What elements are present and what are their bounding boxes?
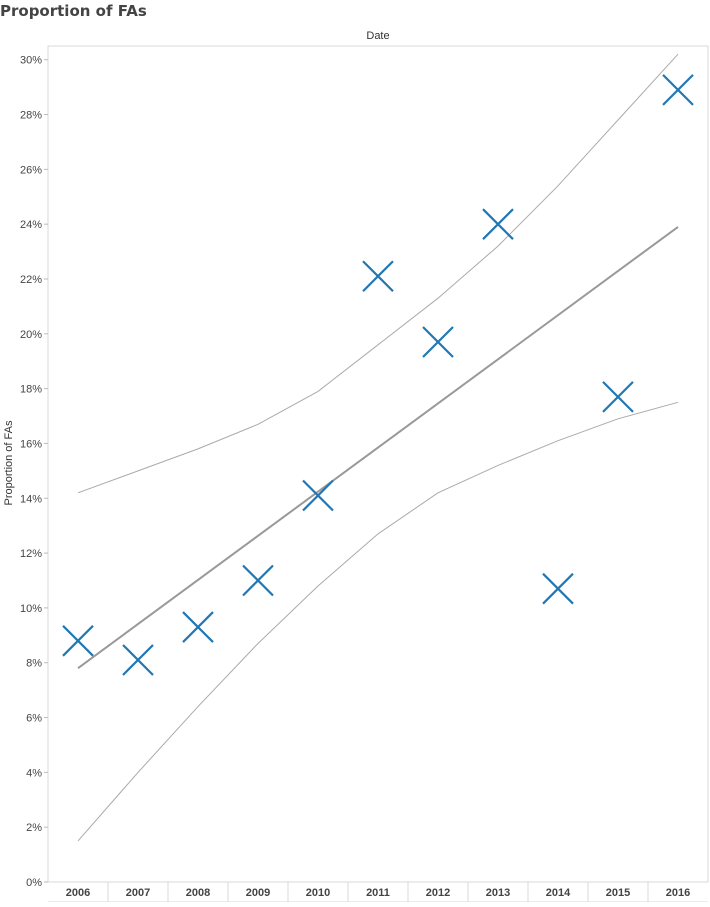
y-tick-label: 12% <box>20 548 42 560</box>
x-tick-label: 2013 <box>486 887 510 899</box>
page-title: Proportion of FAs <box>0 2 147 20</box>
y-tick-label: 30% <box>20 55 42 67</box>
y-tick-label: 24% <box>20 219 42 231</box>
x-tick-label: 2006 <box>66 887 90 899</box>
column-header: Date <box>366 30 389 42</box>
y-tick-label: 6% <box>26 713 42 725</box>
y-tick-label: 20% <box>20 329 42 341</box>
lower-confidence-band <box>77 401 679 842</box>
data-point-2013 <box>482 208 514 240</box>
y-tick-label: 28% <box>20 110 42 122</box>
trend-line <box>77 226 679 670</box>
y-tick-label: 0% <box>26 877 42 889</box>
data-point-2011 <box>362 260 394 293</box>
y-tick-label: 8% <box>26 658 42 670</box>
data-point-2015 <box>602 381 634 413</box>
y-axis-ticks: 0% 2% 4% 6% 8% 10% 12% 14% 16% 18% 20% 22% 24% 26% 28%… <box>20 55 48 889</box>
x-tick-label: 2011 <box>366 887 390 899</box>
point-x-stroke <box>62 625 94 657</box>
point-x-stroke <box>422 326 454 358</box>
data-point-2016 <box>662 74 694 106</box>
y-tick-label: 10% <box>20 603 42 615</box>
data-point-2012 <box>422 326 454 358</box>
x-tick-label: 2008 <box>186 887 210 899</box>
x-tick-label: 2010 <box>306 887 330 899</box>
x-axis-ticks: 2006 2007 2008 2009 2010 2011 2012 2013 2014 2015… <box>48 882 708 903</box>
y-axis-label: Proportion of FAs <box>3 420 15 505</box>
point-x-stroke <box>302 479 334 512</box>
trend-line-group <box>77 226 679 670</box>
y-tick-label: 22% <box>20 274 42 286</box>
data-points <box>62 74 694 676</box>
point-x-stroke <box>602 381 634 413</box>
x-tick-label: 2016 <box>666 887 690 899</box>
y-tick-label: 2% <box>26 822 42 834</box>
point-x-stroke <box>242 564 274 597</box>
x-tick-label: 2009 <box>246 887 270 899</box>
plot-border <box>47 45 709 883</box>
scatter-chart: Date Proportion of FAs 0% 2% 4% 6% 8% 10% 12% 1… <box>3 30 709 903</box>
y-tick-label: 4% <box>26 767 42 779</box>
point-x-stroke <box>482 208 514 240</box>
point-x-stroke <box>182 611 214 643</box>
x-tick-label: 2015 <box>606 887 630 899</box>
y-tick-label: 26% <box>20 164 42 176</box>
point-x-stroke <box>662 74 694 106</box>
y-tick-label: 14% <box>20 493 42 505</box>
data-point-2008 <box>182 611 214 643</box>
point-x-stroke <box>542 572 574 605</box>
y-tick-label: 16% <box>20 438 42 450</box>
plot-frame <box>47 45 709 883</box>
upper-confidence-band <box>77 53 679 494</box>
data-point-2009 <box>242 564 274 597</box>
data-point-2006 <box>62 625 94 657</box>
chart-container: Date Proportion of FAs 0% 2% 4% 6% 8% 10% 12% 1… <box>0 24 710 903</box>
point-x-stroke <box>122 644 154 676</box>
point-x-stroke <box>362 260 394 293</box>
x-tick-label: 2012 <box>426 887 450 899</box>
data-point-2014 <box>542 572 574 605</box>
confidence-bands <box>77 53 679 842</box>
data-point-2007 <box>122 644 154 676</box>
x-tick-label: 2007 <box>126 887 150 899</box>
x-tick-label: 2014 <box>546 887 571 899</box>
y-tick-label: 18% <box>20 384 42 396</box>
data-point-2010 <box>302 479 334 512</box>
